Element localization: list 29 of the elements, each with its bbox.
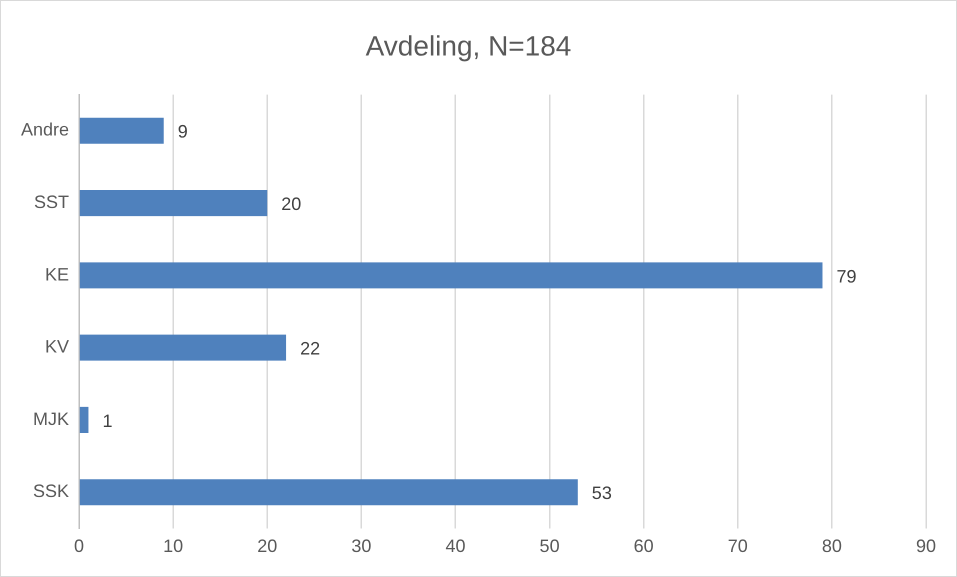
x-tick-label: 40: [445, 536, 466, 556]
chart-title: Avdeling, N=184: [366, 30, 572, 62]
x-tick-label: 50: [540, 536, 560, 556]
data-label: 9: [178, 122, 188, 142]
data-label: 53: [592, 483, 612, 504]
bar: [80, 406, 88, 433]
y-tick-label: SSK: [33, 481, 70, 502]
y-tick-label: SST: [34, 192, 70, 212]
x-tick-label: 0: [74, 536, 84, 556]
y-tick-label: KE: [45, 264, 70, 284]
x-tick-label: 30: [351, 536, 372, 556]
data-label: 1: [102, 410, 112, 431]
data-label: 79: [836, 266, 857, 286]
data-label: 22: [300, 338, 320, 359]
x-tick-label: 20: [257, 536, 278, 556]
x-tick-label: 60: [634, 536, 654, 556]
y-tick-label: MJK: [33, 408, 70, 429]
x-tick-label: 80: [822, 536, 842, 556]
bar: [80, 479, 578, 506]
bar: [80, 334, 286, 361]
x-tick-label: 10: [163, 536, 184, 556]
data-label: 20: [281, 194, 302, 214]
bar: [80, 190, 268, 216]
y-tick-label: Andre: [20, 120, 70, 140]
bar: [80, 118, 164, 144]
y-tick-label: KV: [45, 336, 70, 357]
x-tick-label: 70: [728, 536, 748, 556]
bar: [80, 262, 822, 288]
x-tick-label: 90: [916, 536, 936, 556]
